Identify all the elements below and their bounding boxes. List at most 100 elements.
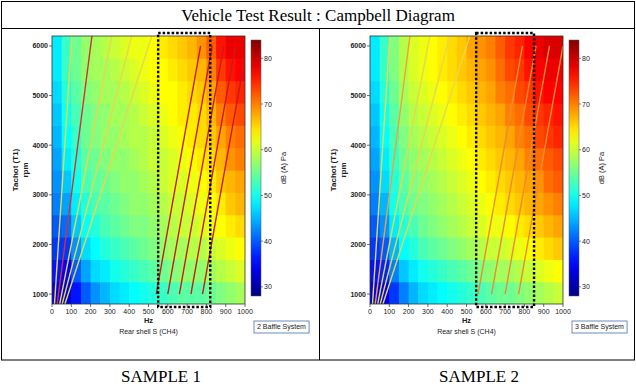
heat-cell: [139, 148, 149, 171]
heat-cell: [553, 259, 563, 282]
heat-cell: [409, 58, 419, 81]
y-tick: [49, 244, 52, 245]
heat-cell: [129, 237, 139, 260]
heat-cell: [168, 81, 178, 104]
heat-cell: [544, 170, 554, 193]
order-line: [191, 46, 235, 294]
colorbar-tick-label: 40: [582, 238, 590, 245]
heat-cell: [447, 148, 457, 171]
heat-cell: [428, 237, 438, 260]
heat-cell: [389, 282, 399, 304]
heat-cell: [428, 192, 438, 215]
heat-cell: [81, 282, 91, 304]
heat-cell: [139, 215, 149, 238]
heat-cell: [129, 215, 139, 238]
order-line: [383, 36, 470, 304]
heat-cell: [100, 192, 110, 215]
heat-cell: [370, 170, 380, 193]
heat-cell: [418, 192, 428, 215]
heat-cell: [544, 282, 554, 304]
heat-cell: [52, 58, 62, 81]
heat-cell: [120, 148, 130, 171]
heat-cell: [438, 148, 448, 171]
colorbar-tick: [579, 241, 581, 242]
heat-cell: [158, 81, 168, 104]
order-line: [492, 46, 536, 294]
highlight-box: [476, 33, 534, 307]
heat-cell: [418, 237, 428, 260]
heat-cell: [129, 148, 139, 171]
order-line: [373, 36, 390, 304]
heat-cell: [226, 237, 236, 260]
heat-cell: [158, 192, 168, 215]
heat-cell: [235, 259, 245, 282]
colorbar-tick: [579, 58, 581, 59]
colorbar-tick-label: 30: [582, 283, 590, 290]
heat-cell: [120, 282, 130, 304]
y-tick-label: 5000: [350, 92, 366, 99]
order-line: [375, 36, 410, 304]
x-tick-label: 700: [181, 308, 193, 315]
y-axis-title: Tachot (T1): [11, 148, 20, 191]
x-tick-label: 800: [201, 308, 213, 315]
heat-cell: [476, 36, 486, 59]
heat-cell: [447, 103, 457, 126]
heat-cell: [177, 58, 187, 81]
heat-cell: [447, 237, 457, 260]
order-line: [378, 36, 430, 304]
heat-cell: [158, 148, 168, 171]
heat-cell: [177, 103, 187, 126]
heat-cell: [438, 170, 448, 193]
heat-cell: [457, 282, 467, 304]
heat-cell: [235, 36, 245, 59]
colorbar-tick-label: 80: [264, 55, 272, 62]
heat-cell: [457, 192, 467, 215]
heat-cell: [139, 170, 149, 193]
heat-cell: [216, 215, 226, 238]
heat-cell: [495, 58, 505, 81]
order-line: [168, 46, 212, 294]
heat-cell: [129, 170, 139, 193]
heat-cell: [110, 170, 120, 193]
heat-cell: [226, 215, 236, 238]
panel: 0100200300400500600700800900100010002000…: [11, 33, 309, 336]
heat-cell: [139, 192, 149, 215]
table-divider: [319, 29, 320, 361]
heat-cell: [235, 148, 245, 171]
x-tick: [563, 304, 564, 307]
heat-cell: [100, 259, 110, 282]
heat-cell: [447, 170, 457, 193]
x-tick: [90, 304, 91, 307]
order-line: [519, 46, 563, 294]
heat-cell: [168, 103, 178, 126]
heat-cell: [409, 237, 419, 260]
heat-cell: [158, 125, 168, 148]
heat-cell: [235, 215, 245, 238]
system-label-box: [254, 321, 309, 333]
heat-cell: [139, 103, 149, 126]
heat-cell: [129, 259, 139, 282]
order-line: [65, 36, 152, 304]
y-tick: [367, 95, 370, 96]
x-tick: [427, 304, 428, 307]
x-tick: [225, 304, 226, 307]
heat-cell: [438, 81, 448, 104]
heat-cell: [418, 259, 428, 282]
heat-cell: [399, 125, 409, 148]
heat-cell: [110, 215, 120, 238]
table-border: [2, 2, 635, 361]
table-rule: [2, 28, 635, 29]
heat-cell: [129, 282, 139, 304]
heat-cell: [197, 282, 207, 304]
heat-cell: [438, 237, 448, 260]
heat-cell: [389, 36, 399, 59]
y-axis-unit: rpm: [339, 162, 348, 177]
heat-cell: [177, 81, 187, 104]
heat-cell: [129, 192, 139, 215]
heat-cell: [389, 81, 399, 104]
heat-cell: [553, 103, 563, 126]
heat-cell: [62, 81, 72, 104]
x-tick-label: 800: [519, 308, 531, 315]
heat-cell: [457, 170, 467, 193]
heat-cell: [428, 58, 438, 81]
